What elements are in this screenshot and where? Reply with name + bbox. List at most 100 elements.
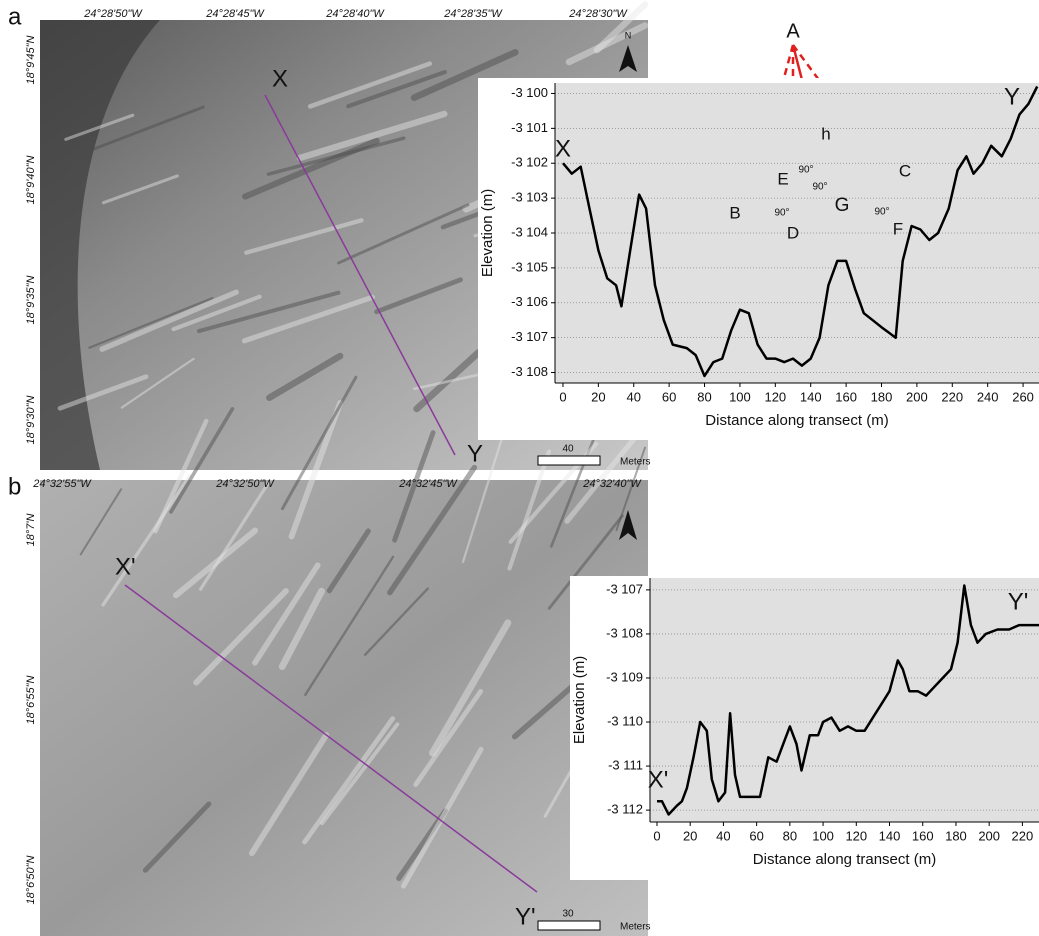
longitude-label: 24°28'40"W: [325, 8, 385, 20]
x-tick-label: 180: [871, 389, 893, 404]
x-tick-label: 260: [1012, 389, 1034, 404]
streak: [101, 174, 179, 205]
streak: [564, 428, 644, 524]
chart: -3 112 -3 111 -3 110 -3 109 -3 108 -3 107 0 20 4…: [570, 576, 1039, 880]
streak: [396, 808, 448, 881]
longitude-label: 24°28'30"W: [568, 8, 628, 20]
x-tick-label: 240: [977, 389, 999, 404]
profile-line: [657, 584, 1039, 816]
annotation: Y': [1008, 588, 1029, 615]
streak: [88, 296, 214, 349]
streak: [304, 555, 395, 697]
annotation: 90°: [812, 182, 827, 193]
streak: [593, 1, 649, 54]
x-tick-label: 40: [716, 828, 730, 843]
x-tick-label: 140: [879, 828, 901, 843]
annotation: F: [893, 219, 903, 238]
x-tick-label: 200: [978, 828, 1000, 843]
streak: [142, 801, 212, 873]
annotation: C: [899, 161, 911, 180]
streak: [428, 619, 512, 757]
longitude-label: 24°32'40"W: [582, 478, 642, 490]
streak: [307, 61, 433, 109]
y-tick-label: -3 103: [511, 190, 548, 205]
y-tick-label: -3 102: [511, 155, 548, 170]
longitude-label: 24°32'50"W: [215, 478, 275, 490]
streak: [57, 374, 149, 411]
x-tick-label: 60: [662, 389, 676, 404]
streak: [337, 203, 470, 265]
longitude-label: 24°32'45"W: [398, 478, 458, 490]
x-tick-label: 220: [941, 389, 963, 404]
y-tick-label: -3 104: [511, 224, 548, 239]
x-tick-label: 140: [800, 389, 822, 404]
annotation: 90°: [774, 208, 789, 219]
y-tick-label: -3 109: [606, 669, 643, 684]
scale-value: 40: [562, 444, 574, 455]
streak: [79, 488, 123, 556]
x-tick-label: 160: [912, 828, 934, 843]
x-tick-label: 100: [812, 828, 834, 843]
transect-line: [264, 94, 456, 456]
streak: [320, 722, 400, 826]
streak: [413, 349, 482, 413]
streak: [193, 588, 289, 686]
streak: [91, 105, 205, 151]
streak: [64, 113, 135, 141]
latitude-label: 18°6'50"N: [25, 855, 37, 904]
scale-unit: Meters: [620, 457, 651, 468]
chart: -3 108 -3 107 -3 106 -3 105 -3 104 -3 103 -3 1…: [478, 78, 1039, 440]
longitude-label: 24°28'45"W: [205, 8, 265, 20]
streak: [392, 430, 436, 543]
x-tick-label: 200: [906, 389, 928, 404]
x-axis-label: Distance along transect (m): [753, 851, 936, 868]
streak: [400, 746, 484, 889]
streak: [410, 49, 519, 102]
streak: [120, 357, 195, 409]
streak: [302, 716, 396, 845]
longitude-label: 24°28'50"W: [83, 8, 143, 20]
streak: [363, 587, 429, 656]
x-tick-label: 80: [697, 389, 711, 404]
streak: [288, 400, 344, 540]
longitude-label: 24°32'55"W: [32, 478, 92, 490]
annotation: D: [787, 223, 799, 242]
longitude-label: 24°28'35"W: [443, 8, 503, 20]
annotation: 90°: [874, 207, 889, 218]
transect-end: Y: [467, 440, 483, 467]
plot-area: [650, 578, 1039, 822]
x-tick-label: 0: [653, 828, 660, 843]
y-tick-label: -3 107: [511, 329, 548, 344]
streak: [242, 137, 380, 200]
streak: [615, 446, 647, 532]
north-label: N: [625, 30, 632, 40]
streak: [413, 688, 484, 787]
streak: [547, 514, 624, 610]
latitude-label: 18°9'40"N: [25, 155, 37, 204]
y-tick-label: -3 107: [606, 581, 643, 596]
x-tick-label: 40: [627, 389, 641, 404]
streak: [461, 425, 507, 563]
x-tick-label: 0: [559, 389, 566, 404]
y-tick-label: -3 108: [511, 364, 548, 379]
streak: [171, 294, 262, 332]
annotation: Y: [1004, 83, 1020, 110]
scale-value: 30: [562, 909, 574, 920]
streak: [153, 418, 209, 534]
north-arrow: [619, 45, 637, 72]
y-tick-label: -3 111: [608, 758, 643, 773]
map-image: [40, 480, 648, 936]
streak: [387, 464, 478, 596]
latitude-label: 18°9'35"N: [25, 275, 37, 324]
streak: [326, 528, 371, 594]
latitude-label: 18°9'30"N: [25, 395, 37, 444]
transect-line: [124, 584, 538, 893]
scale-bar: [537, 455, 601, 466]
y-axis-label: Elevation (m): [571, 656, 588, 744]
x-tick-label: 120: [764, 389, 786, 404]
streak: [296, 110, 448, 162]
streak: [266, 136, 406, 176]
panel-label: a: [8, 3, 22, 30]
streak: [565, 22, 649, 66]
